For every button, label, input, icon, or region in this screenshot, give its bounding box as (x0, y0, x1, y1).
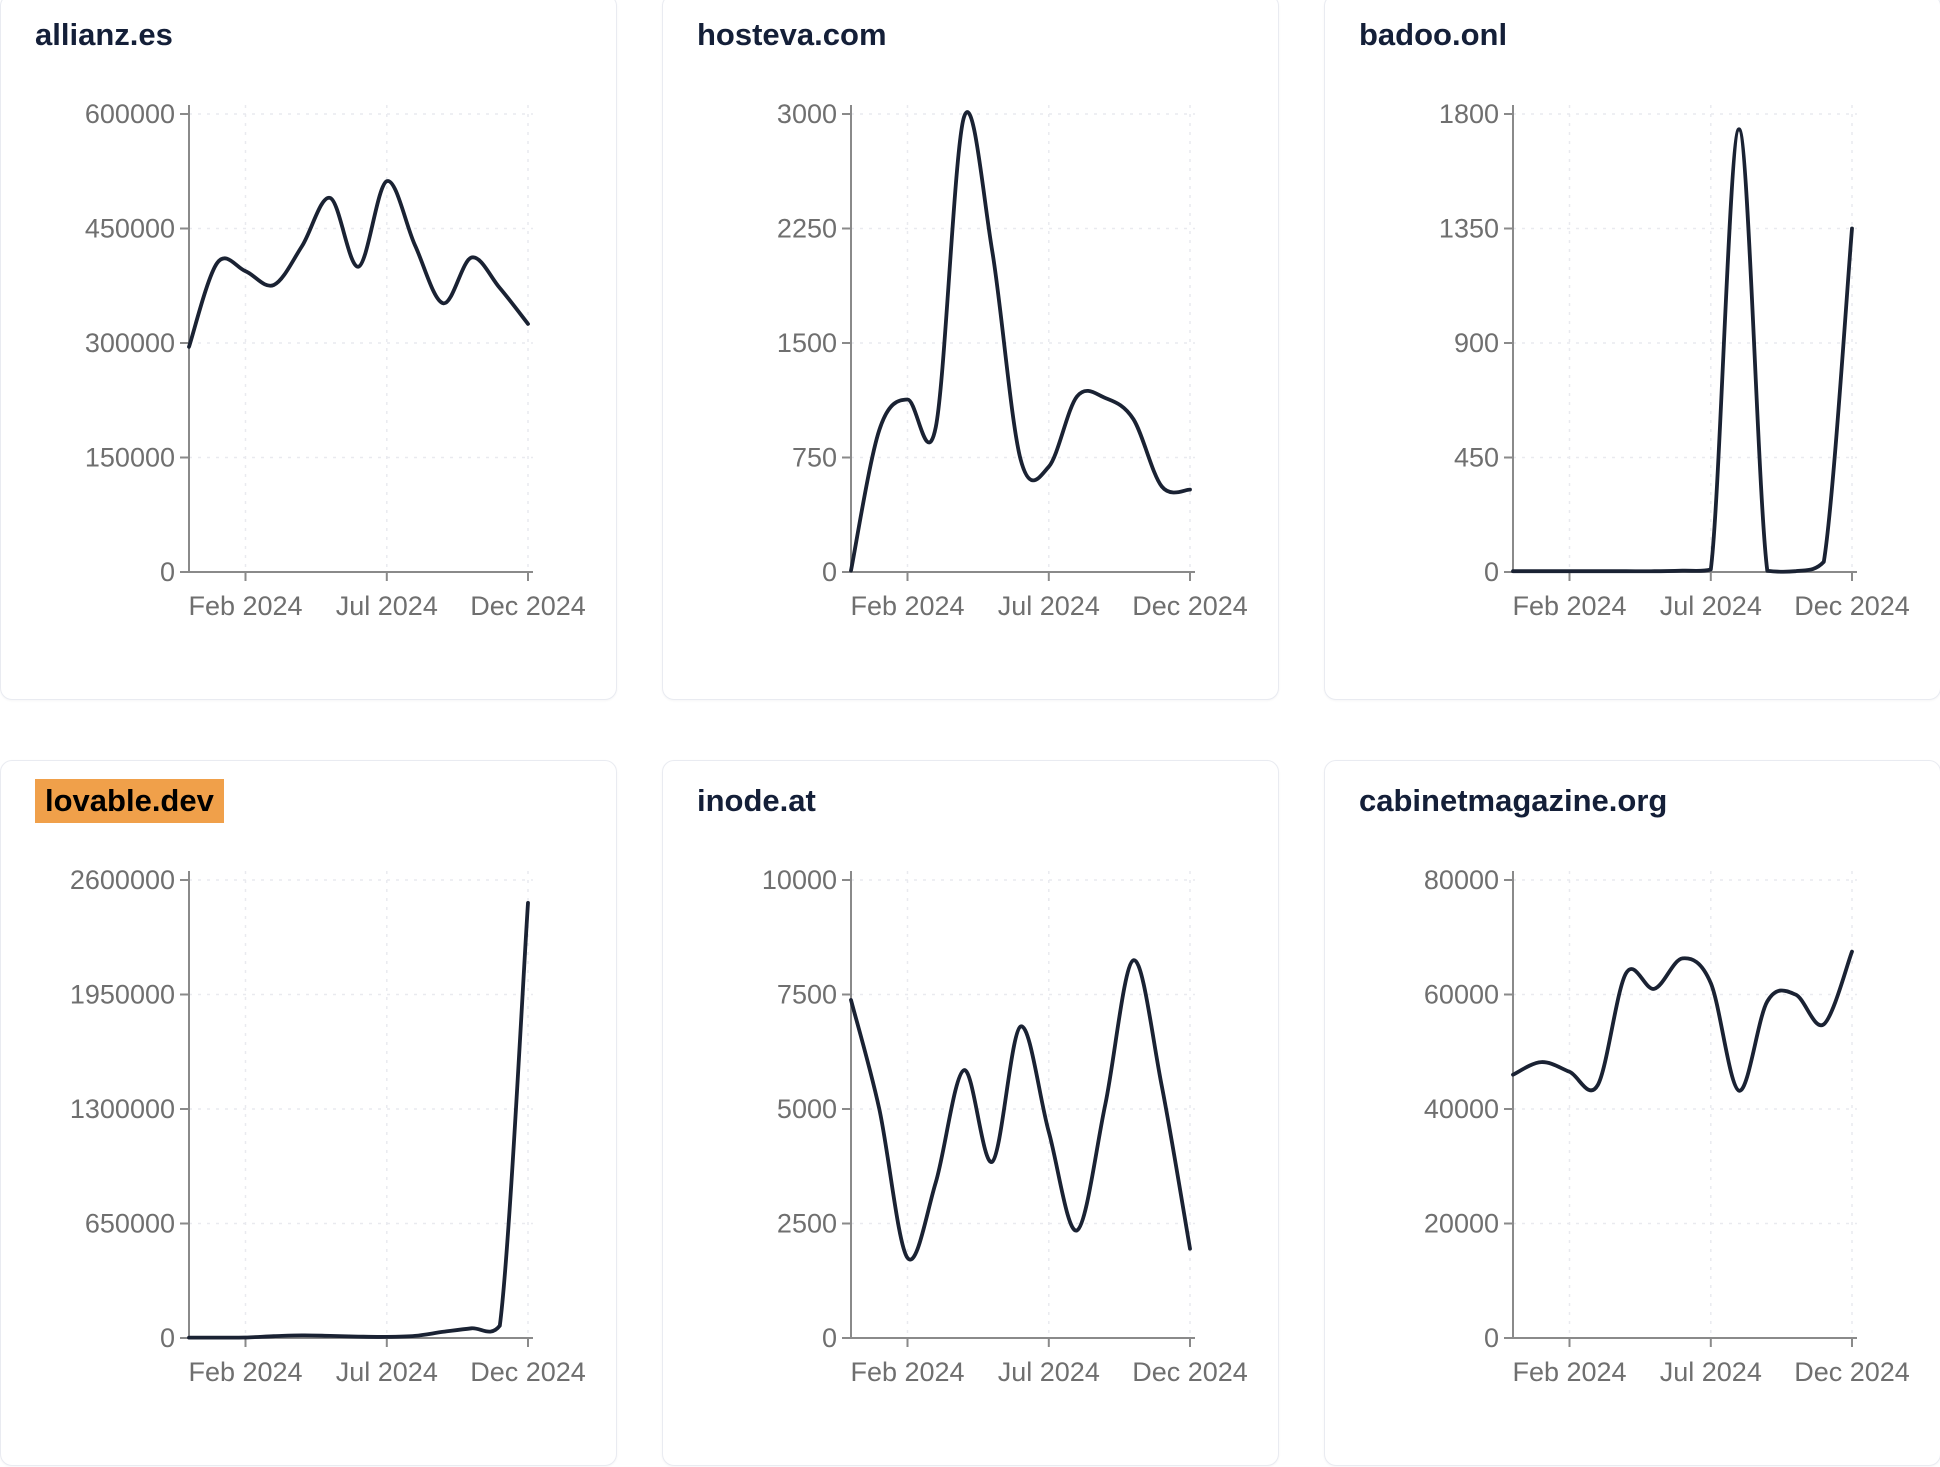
svg-text:Feb 2024: Feb 2024 (850, 591, 964, 621)
svg-text:600000: 600000 (85, 99, 175, 129)
domain-name: allianz.es (35, 17, 173, 52)
domain-card[interactable]: allianz.es 0 150000 300000 450000 600000 Feb … (0, 0, 617, 700)
domain-name: inode.at (697, 783, 816, 818)
svg-text:2250: 2250 (777, 214, 837, 244)
domain-card[interactable]: lovable.dev 0 650000 1300000 1950000 2600000… (0, 760, 617, 1466)
svg-text:10000: 10000 (762, 865, 837, 895)
domain-name: hosteva.com (697, 17, 887, 52)
svg-text:650000: 650000 (85, 1209, 175, 1239)
svg-text:2600000: 2600000 (70, 865, 175, 895)
line-chart: 0 650000 1300000 1950000 2600000 Feb 2024 Jul … (70, 865, 586, 1387)
card-title: badoo.onl (1359, 17, 1507, 53)
svg-text:450000: 450000 (85, 214, 175, 244)
domain-card[interactable]: cabinetmagazine.org 0 20000 40000 60000 8000… (1324, 760, 1940, 1466)
svg-text:1950000: 1950000 (70, 980, 175, 1010)
svg-text:5000: 5000 (777, 1094, 837, 1124)
svg-text:60000: 60000 (1424, 980, 1499, 1010)
svg-text:Dec 2024: Dec 2024 (1794, 591, 1910, 621)
svg-text:Jul 2024: Jul 2024 (336, 591, 438, 621)
svg-text:Dec 2024: Dec 2024 (1132, 1357, 1248, 1387)
domain-card[interactable]: badoo.onl 0 450 900 1350 1800 Feb 2024 Jul 202… (1324, 0, 1940, 700)
svg-text:1500: 1500 (777, 328, 837, 358)
svg-text:1800: 1800 (1439, 99, 1499, 129)
svg-text:7500: 7500 (777, 980, 837, 1010)
line-chart: 0 450 900 1350 1800 Feb 2024 Jul 2024 Dec 2024 (1439, 99, 1910, 621)
card-title: inode.at (697, 783, 816, 819)
domain-name: lovable.dev (35, 779, 224, 823)
card-title: cabinetmagazine.org (1359, 783, 1667, 819)
svg-text:20000: 20000 (1424, 1209, 1499, 1239)
svg-text:450: 450 (1454, 443, 1499, 473)
domain-name: badoo.onl (1359, 17, 1508, 52)
svg-text:0: 0 (822, 1323, 837, 1353)
card-title: allianz.es (35, 17, 173, 53)
svg-text:300000: 300000 (85, 328, 175, 358)
svg-text:Jul 2024: Jul 2024 (998, 591, 1100, 621)
domain-card[interactable]: inode.at 0 2500 5000 7500 10000 Feb 2024 Jul 2… (662, 760, 1279, 1466)
svg-text:Dec 2024: Dec 2024 (470, 591, 586, 621)
svg-text:150000: 150000 (85, 443, 175, 473)
svg-text:0: 0 (160, 1323, 175, 1353)
svg-text:Jul 2024: Jul 2024 (1660, 591, 1762, 621)
svg-text:80000: 80000 (1424, 865, 1499, 895)
svg-text:2500: 2500 (777, 1209, 837, 1239)
svg-text:Feb 2024: Feb 2024 (1512, 1357, 1626, 1387)
line-chart: 0 2500 5000 7500 10000 Feb 2024 Jul 2024 Dec 20… (762, 865, 1248, 1387)
domain-card[interactable]: hosteva.com 0 750 1500 2250 3000 Feb 2024 Jul … (662, 0, 1279, 700)
svg-text:0: 0 (1484, 1323, 1499, 1353)
domain-name: cabinetmagazine.org (1359, 783, 1668, 818)
svg-text:Feb 2024: Feb 2024 (188, 1357, 302, 1387)
line-chart: 0 150000 300000 450000 600000 Feb 2024 Jul 202… (85, 99, 586, 621)
line-chart: 0 750 1500 2250 3000 Feb 2024 Jul 2024 Dec 2024 (777, 99, 1248, 621)
svg-text:Dec 2024: Dec 2024 (1132, 591, 1248, 621)
svg-text:Dec 2024: Dec 2024 (470, 1357, 586, 1387)
svg-text:Feb 2024: Feb 2024 (850, 1357, 964, 1387)
svg-text:Jul 2024: Jul 2024 (998, 1357, 1100, 1387)
line-chart: 0 20000 40000 60000 80000 Feb 2024 Jul 2024 Dec… (1424, 865, 1910, 1387)
card-title: lovable.dev (35, 779, 224, 823)
svg-text:Jul 2024: Jul 2024 (336, 1357, 438, 1387)
svg-text:750: 750 (792, 443, 837, 473)
svg-text:0: 0 (1484, 557, 1499, 587)
svg-text:Feb 2024: Feb 2024 (188, 591, 302, 621)
svg-text:40000: 40000 (1424, 1094, 1499, 1124)
svg-text:Dec 2024: Dec 2024 (1794, 1357, 1910, 1387)
svg-text:0: 0 (822, 557, 837, 587)
card-title: hosteva.com (697, 17, 887, 53)
svg-text:0: 0 (160, 557, 175, 587)
svg-text:1300000: 1300000 (70, 1094, 175, 1124)
svg-text:3000: 3000 (777, 99, 837, 129)
svg-text:1350: 1350 (1439, 214, 1499, 244)
svg-text:900: 900 (1454, 328, 1499, 358)
svg-text:Feb 2024: Feb 2024 (1512, 591, 1626, 621)
svg-text:Jul 2024: Jul 2024 (1660, 1357, 1762, 1387)
